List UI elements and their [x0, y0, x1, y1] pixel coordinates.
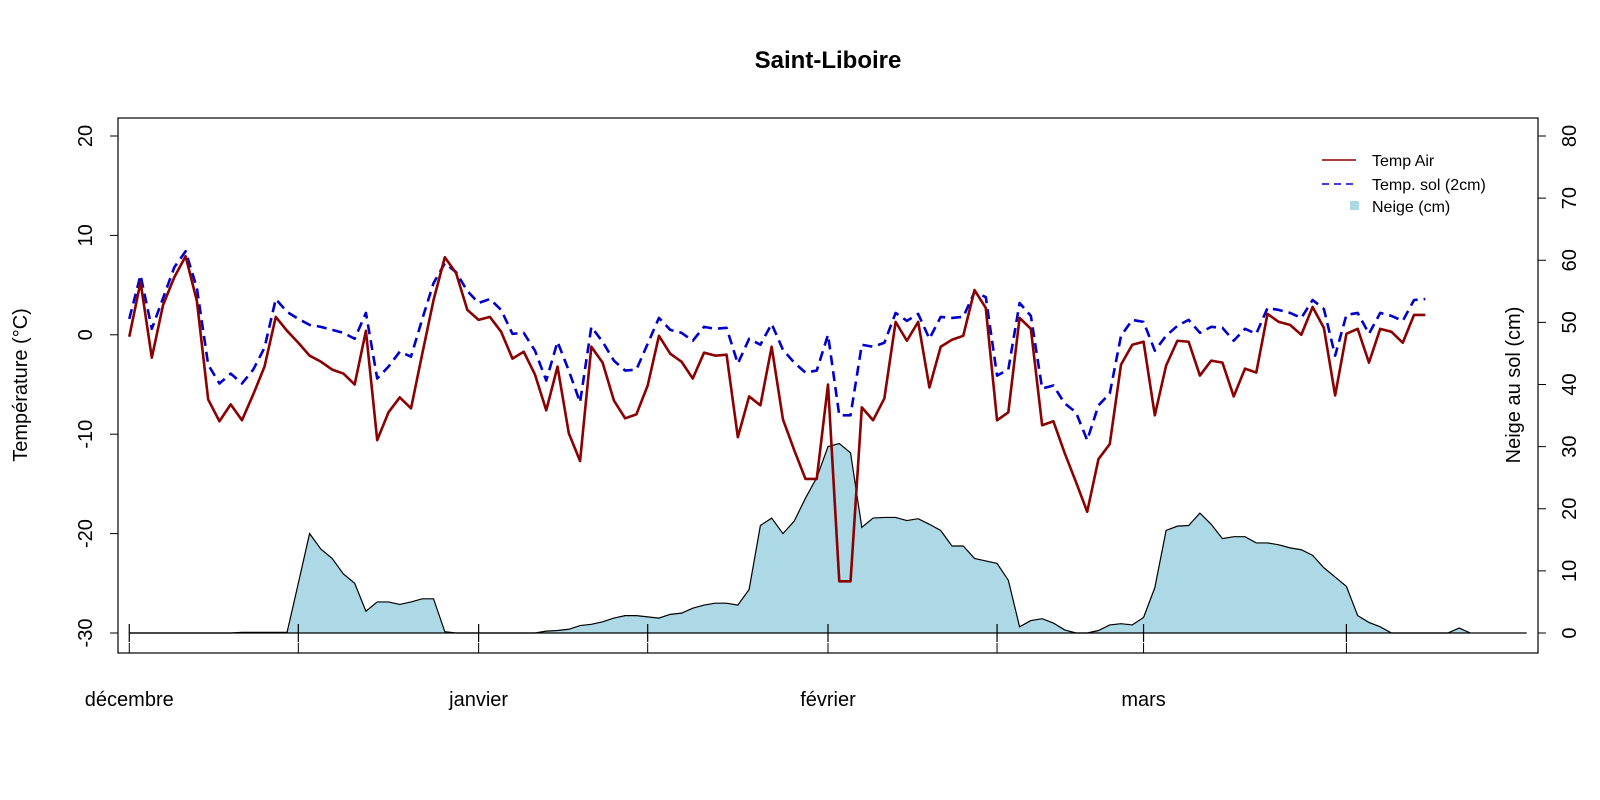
x-tick-label: décembre — [85, 689, 174, 711]
left-y-axis: -30 -20 -10 0 10 20 — [75, 125, 119, 648]
y2-axis-title: Neige au sol (cm) — [1503, 307, 1525, 464]
snow-area — [129, 443, 1471, 633]
legend-label-temp-air: Temp Air — [1372, 153, 1435, 170]
temp-air-line — [127, 254, 1426, 583]
temperature-lines-layer — [127, 250, 1426, 583]
chart-title: Saint-Liboire — [755, 47, 902, 74]
y-axis-title: Température (°C) — [10, 308, 32, 462]
legend: Temp Air Temp. sol (2cm) Neige (cm) — [1322, 153, 1486, 216]
x-tick-label: janvier — [448, 689, 508, 711]
right-tick-label: 70 — [1559, 187, 1581, 209]
snow-outline — [129, 442, 1471, 634]
right-tick-label: 40 — [1559, 373, 1581, 395]
right-tick-label: 20 — [1559, 498, 1581, 520]
right-tick-label: 0 — [1559, 627, 1581, 638]
legend-swatch-neige — [1350, 201, 1359, 210]
right-tick-label: 30 — [1559, 436, 1581, 458]
left-tick-label: 10 — [75, 224, 97, 246]
right-y-axis: 0 10 20 30 40 50 60 70 80 — [1537, 125, 1581, 639]
x-axis: décembre janvier février mars — [85, 624, 1527, 711]
left-tick-label: 20 — [75, 125, 97, 147]
legend-label-temp-sol: Temp. sol (2cm) — [1372, 177, 1486, 194]
right-tick-label: 10 — [1559, 560, 1581, 582]
left-tick-label: 0 — [75, 329, 97, 340]
temp-sol-line — [128, 250, 1426, 442]
right-tick-label: 60 — [1559, 249, 1581, 271]
left-tick-label: -30 — [75, 619, 97, 648]
x-tick-label: mars — [1121, 689, 1165, 711]
snow-area-layer — [129, 442, 1471, 634]
left-tick-label: -20 — [75, 519, 97, 548]
right-tick-label: 80 — [1559, 125, 1581, 147]
x-tick-label: février — [800, 689, 856, 711]
right-tick-label: 50 — [1559, 311, 1581, 333]
legend-label-neige: Neige (cm) — [1372, 199, 1450, 216]
left-tick-label: -10 — [75, 420, 97, 449]
